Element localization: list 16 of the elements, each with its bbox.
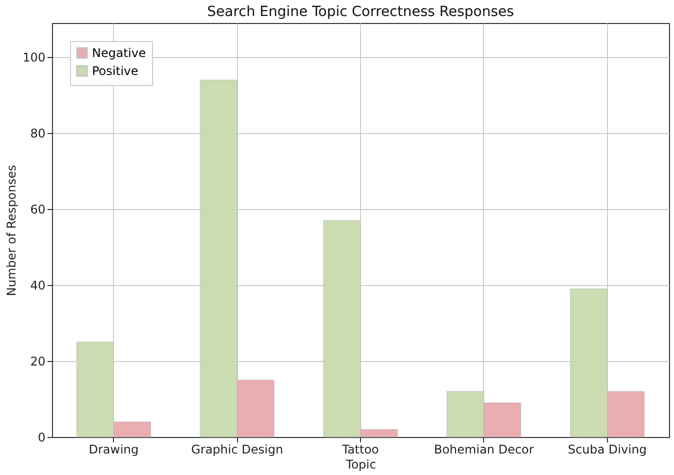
y-tick-label: 20 xyxy=(30,354,46,369)
y-tick-label: 0 xyxy=(38,430,46,444)
y-tick-label: 100 xyxy=(22,50,46,65)
legend-label: Negative xyxy=(92,46,146,60)
x-tick-label: Bohemian Decor xyxy=(434,442,534,456)
x-tick-label: Tattoo xyxy=(341,442,379,456)
x-tick-label: Drawing xyxy=(88,442,139,456)
y-tick-label: 80 xyxy=(30,126,46,141)
chart-title: Search Engine Topic Correctness Responses xyxy=(207,4,514,20)
y-tick-label: 40 xyxy=(30,278,46,293)
y-tick-label: 60 xyxy=(30,202,46,217)
x-tick-label: Scuba Diving xyxy=(568,442,647,456)
y-axis-title: Number of Responses xyxy=(4,164,19,296)
x-axis-title: Topic xyxy=(344,458,376,472)
legend-label: Positive xyxy=(92,64,138,78)
x-tick-label: Graphic Design xyxy=(191,442,284,456)
